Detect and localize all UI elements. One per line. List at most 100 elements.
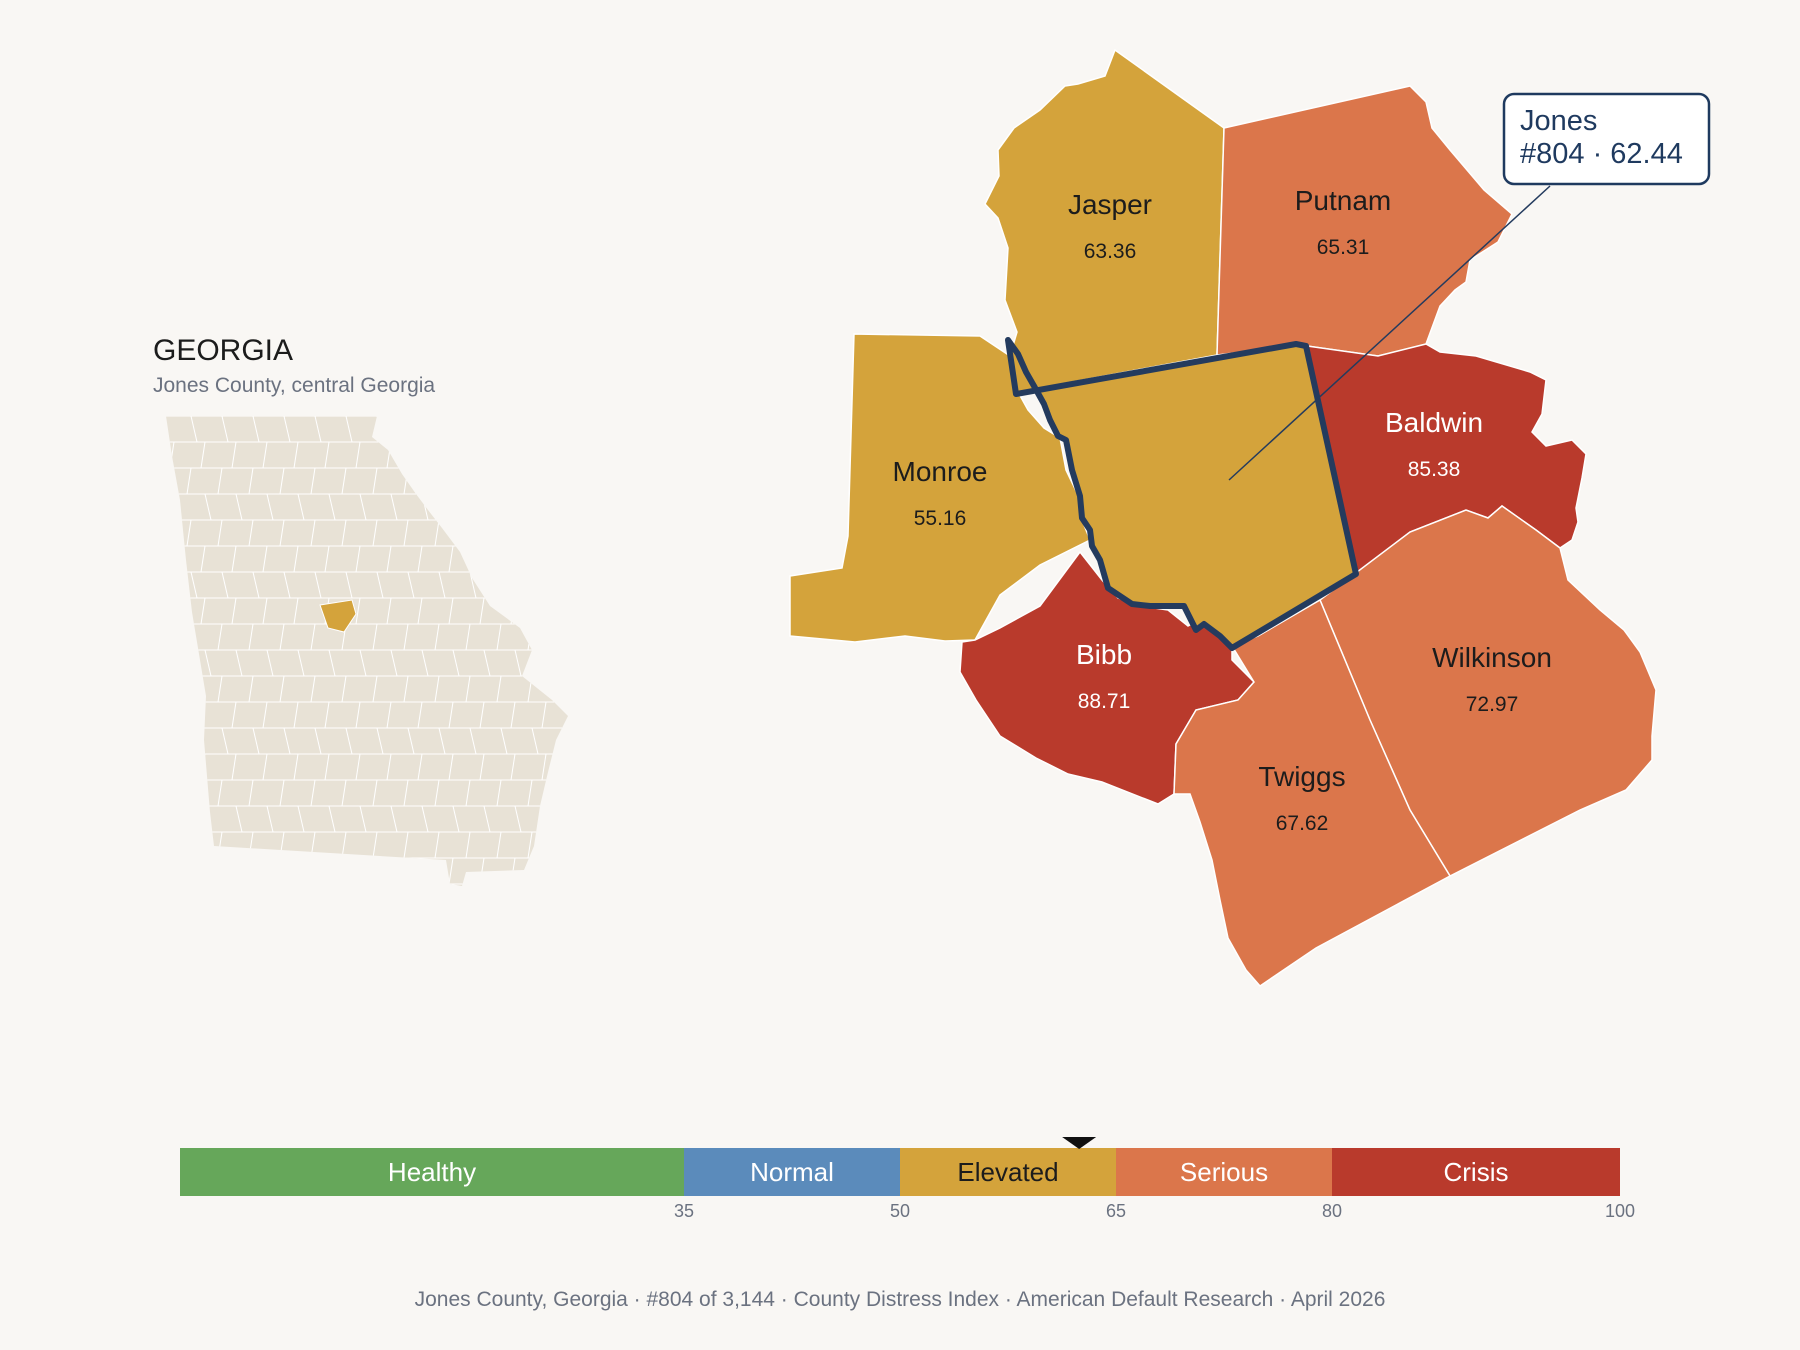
county-border [448, 545, 454, 573]
county-wilkinson[interactable] [1319, 505, 1657, 877]
label-twiggs-name: Twiggs [1258, 761, 1345, 792]
county-border [169, 701, 175, 729]
county-border [390, 493, 398, 521]
county-border [558, 467, 564, 495]
county-border [345, 571, 353, 599]
scale-tick: 80 [1322, 1201, 1342, 1221]
county-border [558, 779, 564, 807]
county-border [531, 883, 539, 886]
county-border [248, 675, 254, 703]
county-border [577, 650, 583, 676]
county-border [438, 883, 446, 886]
county-border [403, 675, 409, 703]
county-border [204, 649, 212, 677]
county-border [573, 546, 577, 572]
county-border [217, 467, 223, 495]
county-border [541, 441, 547, 469]
county-border [314, 416, 322, 443]
jones-locator-highlight [319, 599, 357, 633]
county-border [293, 545, 299, 573]
county-border [438, 571, 446, 599]
county-border [577, 494, 583, 520]
county-border [541, 545, 547, 573]
county-border [541, 857, 547, 885]
county-border [541, 597, 547, 625]
county-border [204, 493, 212, 521]
county-border [527, 779, 533, 807]
county-jasper[interactable] [984, 48, 1225, 393]
county-border [483, 805, 491, 833]
county-border [359, 805, 367, 833]
county-border [355, 441, 361, 469]
county-border [355, 545, 361, 573]
county-border [562, 727, 568, 755]
county-border [527, 831, 533, 859]
county-border [279, 623, 285, 651]
county-border [217, 675, 223, 703]
county-border [266, 805, 274, 833]
county-border [514, 805, 522, 833]
county-border [328, 493, 336, 521]
county-border [355, 753, 361, 781]
county-border [169, 753, 175, 781]
county-border [262, 441, 268, 469]
county-border [417, 597, 423, 625]
county-border [156, 520, 160, 546]
county-border [573, 754, 577, 780]
county-border [479, 545, 485, 573]
county-border [483, 649, 491, 677]
county-border [248, 467, 254, 495]
label-bibb-value: 88.71 [1078, 690, 1131, 713]
scale-label-serious: Serious [1180, 1157, 1268, 1187]
county-jones[interactable] [1005, 337, 1359, 651]
callout-county-name: Jones [1520, 105, 1597, 137]
county-border [156, 780, 160, 806]
county-border [231, 545, 237, 573]
county-border [372, 675, 378, 703]
county-border [577, 806, 583, 832]
county-border [514, 493, 522, 521]
county-border [217, 519, 223, 547]
label-baldwin-name: Baldwin [1385, 407, 1483, 438]
county-border [438, 727, 446, 755]
georgia-locator: GEORGIA Jones County, central Georgia [153, 334, 583, 886]
county-twiggs[interactable] [1173, 598, 1452, 987]
county-border [372, 519, 378, 547]
county-border [297, 493, 305, 521]
county-monroe[interactable] [789, 333, 1091, 643]
county-border [200, 441, 206, 469]
county-border [407, 883, 415, 886]
label-putnam-name: Putnam [1295, 185, 1392, 216]
county-border [186, 675, 192, 703]
county-border [403, 831, 409, 859]
county-border [235, 649, 243, 677]
county-labels: Jasper 63.36 Putnam 65.31 Monroe 55.16 B… [893, 185, 1552, 835]
county-border [221, 571, 229, 599]
label-bibb-name: Bibb [1076, 639, 1132, 670]
county-putnam[interactable] [1216, 85, 1513, 357]
label-jasper-name: Jasper [1068, 189, 1152, 220]
county-border [166, 571, 167, 599]
georgia-state-shape [166, 416, 568, 886]
county-border [186, 623, 192, 651]
county-border [341, 519, 347, 547]
scale-segment-crisis [1332, 1148, 1620, 1196]
county-border [403, 779, 409, 807]
scale-segment-normal [684, 1148, 900, 1196]
county-border [465, 675, 471, 703]
county-border [465, 623, 471, 651]
county-border [479, 597, 485, 625]
county-border [483, 493, 491, 521]
county-border [217, 623, 223, 651]
county-map: Jasper 63.36 Putnam 65.31 Monroe 55.16 B… [789, 48, 1711, 987]
county-border [421, 805, 429, 833]
county-border [166, 727, 167, 755]
footer-credits: Jones County, Georgia · #804 of 3,144 · … [415, 1288, 1386, 1311]
county-border [200, 857, 206, 885]
county-border [293, 753, 299, 781]
county-border [558, 831, 564, 859]
county-border [200, 753, 206, 781]
county-border [293, 701, 299, 729]
county-border [262, 857, 268, 885]
county-border [200, 597, 206, 625]
